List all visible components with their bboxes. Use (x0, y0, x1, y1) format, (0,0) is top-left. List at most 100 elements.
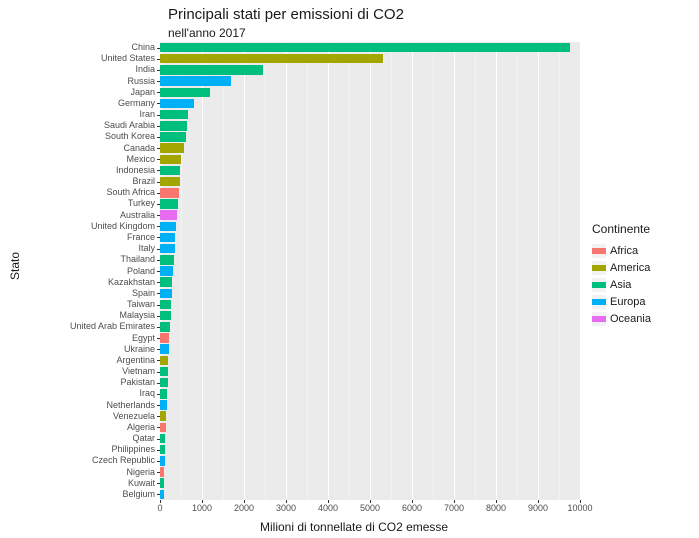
y-tick (157, 383, 160, 384)
y-tick (157, 148, 160, 149)
y-tick-label: Canada (123, 144, 155, 153)
y-tick-label: Egypt (132, 334, 155, 343)
x-tick (580, 500, 581, 503)
bar (160, 300, 171, 309)
y-tick-label: Poland (127, 267, 155, 276)
bar (160, 65, 263, 74)
y-tick-label: Kazakhstan (108, 278, 155, 287)
y-tick (157, 115, 160, 116)
plot-panel (160, 42, 580, 500)
y-tick-label: Kuwait (128, 479, 155, 488)
x-tick-label: 1000 (192, 503, 212, 513)
bar (160, 367, 168, 376)
legend-key (592, 261, 606, 275)
bar (160, 177, 180, 186)
bar (160, 456, 165, 465)
grid-line (412, 42, 413, 500)
y-tick-label: Belgium (122, 490, 155, 499)
y-tick (157, 372, 160, 373)
y-tick (157, 182, 160, 183)
x-tick-label: 5000 (360, 503, 380, 513)
minor-grid-line (559, 42, 560, 500)
x-tick-label: 0 (157, 503, 162, 513)
y-tick-label: Netherlands (106, 401, 155, 410)
y-tick-label: Saudi Arabia (104, 121, 155, 130)
bar (160, 378, 168, 387)
minor-grid-line (475, 42, 476, 500)
x-tick (244, 500, 245, 503)
y-tick (157, 327, 160, 328)
legend-label: Europa (610, 296, 645, 308)
y-tick-label: China (131, 43, 155, 52)
y-tick-label: Spain (132, 289, 155, 298)
legend-item: Oceania (592, 312, 651, 326)
minor-grid-line (391, 42, 392, 500)
y-tick-label: South Africa (106, 188, 155, 197)
y-tick-label: Japan (130, 88, 155, 97)
bar (160, 88, 210, 97)
y-tick (157, 405, 160, 406)
y-tick (157, 416, 160, 417)
chart-title: Principali stati per emissioni di CO2 (168, 6, 404, 23)
y-tick-label: Taiwan (127, 300, 155, 309)
y-tick-label: France (127, 233, 155, 242)
legend-key (592, 312, 606, 326)
grid-line (454, 42, 455, 500)
bar (160, 333, 169, 342)
bar (160, 411, 166, 420)
bar (160, 132, 186, 141)
y-tick-label: United Kingdom (91, 222, 155, 231)
y-tick (157, 461, 160, 462)
legend-key (592, 295, 606, 309)
bar (160, 199, 178, 208)
minor-grid-line (223, 42, 224, 500)
grid-line (496, 42, 497, 500)
x-tick-label: 7000 (444, 503, 464, 513)
y-tick-label: Venezuela (113, 412, 155, 421)
x-axis-title: Milioni di tonnellate di CO2 emesse (260, 520, 448, 534)
y-tick-label: Malaysia (119, 311, 155, 320)
y-tick-label: Indonesia (116, 166, 155, 175)
y-tick-label: Brazil (132, 177, 155, 186)
y-tick (157, 450, 160, 451)
y-tick-label: Qatar (132, 434, 155, 443)
y-tick (157, 271, 160, 272)
x-tick (286, 500, 287, 503)
minor-grid-line (349, 42, 350, 500)
x-tick (328, 500, 329, 503)
y-tick-label: Iran (139, 110, 155, 119)
bar (160, 277, 172, 286)
bar (160, 434, 165, 443)
y-tick-label: Russia (127, 77, 155, 86)
x-tick-label: 4000 (318, 503, 338, 513)
x-tick-label: 2000 (234, 503, 254, 513)
grid-line (580, 42, 581, 500)
x-tick-label: 10000 (567, 503, 592, 513)
y-tick-label: Czech Republic (92, 456, 155, 465)
y-tick-label: Nigeria (126, 468, 155, 477)
y-tick (157, 170, 160, 171)
y-tick (157, 70, 160, 71)
x-tick-label: 3000 (276, 503, 296, 513)
y-tick-label: Italy (138, 244, 155, 253)
bar (160, 155, 181, 164)
y-tick (157, 360, 160, 361)
legend-item: America (592, 261, 651, 275)
y-tick-label: Ukraine (124, 345, 155, 354)
bar (160, 266, 173, 275)
y-tick (157, 305, 160, 306)
minor-grid-line (517, 42, 518, 500)
y-tick (157, 282, 160, 283)
y-tick-label: Turkey (128, 199, 155, 208)
legend-key (592, 244, 606, 258)
bar (160, 344, 169, 353)
grid-line (328, 42, 329, 500)
x-tick (454, 500, 455, 503)
bar (160, 99, 194, 108)
bar (160, 255, 174, 264)
bar (160, 445, 165, 454)
y-tick-label: Vietnam (122, 367, 155, 376)
y-axis-title: Stato (8, 252, 22, 280)
bar (160, 188, 179, 197)
x-tick (202, 500, 203, 503)
